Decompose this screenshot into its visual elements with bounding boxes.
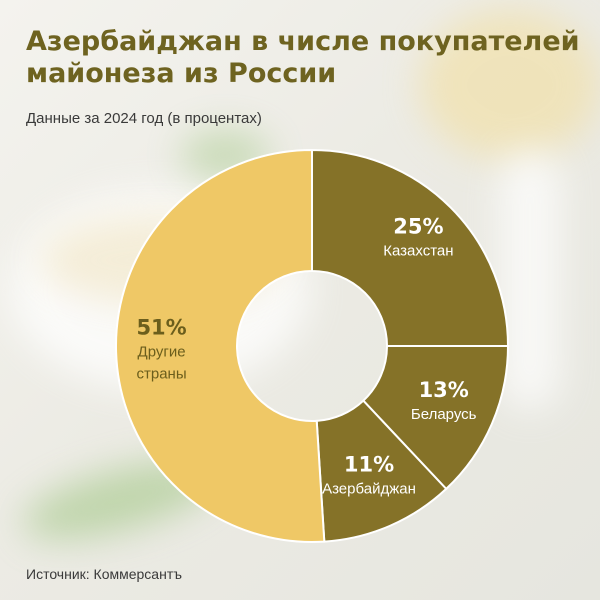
value-label-беларусь: 13% bbox=[419, 378, 469, 402]
category-label-другие-страны: Другие bbox=[138, 344, 186, 361]
source-note: Источник: Коммерсантъ bbox=[26, 566, 182, 582]
slice-другие-страны bbox=[115, 148, 326, 543]
chart-title-line1: Азербайджан в числе покупателей bbox=[26, 26, 580, 57]
background-lemon bbox=[420, 10, 600, 160]
value-label-казахстан: 25% bbox=[393, 215, 443, 239]
category-label-казахстан: Казахстан bbox=[383, 243, 453, 260]
chart-title: Азербайджан в числе покупателей майонеза… bbox=[26, 26, 586, 90]
category-label-азербайджан: Азербайджан bbox=[322, 481, 416, 498]
category-label-беларусь: Беларусь bbox=[411, 406, 477, 423]
slice-беларусь bbox=[361, 345, 510, 491]
category-label-другие-страны: страны bbox=[137, 366, 187, 383]
value-label-другие-страны: 51% bbox=[136, 316, 186, 340]
value-label-азербайджан: 11% bbox=[344, 453, 394, 477]
chart-title-line2: майонеза из России bbox=[26, 58, 337, 89]
chart-subtitle: Данные за 2024 год (в процентах) bbox=[26, 110, 262, 127]
background-spoon bbox=[500, 150, 560, 410]
slice-казахстан bbox=[311, 148, 510, 347]
